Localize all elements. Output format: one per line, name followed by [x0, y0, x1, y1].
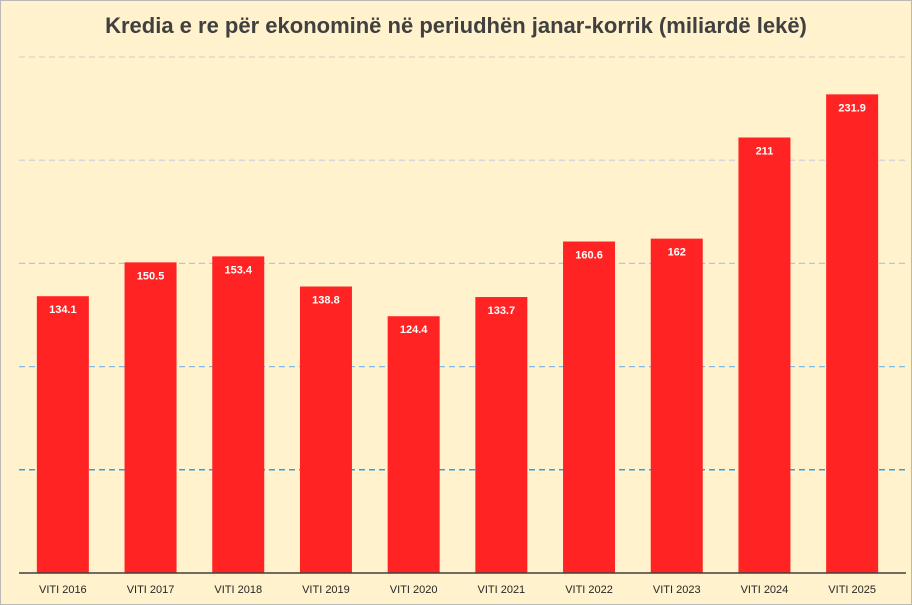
- data-label: 124.4: [400, 324, 428, 336]
- x-tick-label: VITI 2016: [39, 584, 87, 596]
- data-label: 211: [756, 145, 774, 157]
- bar: [36, 296, 89, 573]
- data-label: 160.6: [575, 250, 603, 262]
- chart-title: Kredia e re për ekonominë në periudhën j…: [105, 13, 807, 38]
- x-tick-label: VITI 2018: [214, 584, 262, 596]
- data-label: 162: [668, 247, 686, 259]
- bar: [387, 316, 440, 573]
- x-tick-label: VITI 2022: [565, 584, 613, 596]
- x-tick-label: VITI 2021: [477, 584, 525, 596]
- bar: [563, 241, 616, 573]
- x-tick-label: VITI 2025: [828, 584, 876, 596]
- bar: [299, 286, 352, 573]
- data-label: 153.4: [224, 264, 252, 276]
- bar: [475, 297, 528, 573]
- data-label: 134.1: [49, 304, 77, 316]
- x-tick-label: VITI 2017: [127, 584, 175, 596]
- bar: [738, 137, 791, 573]
- bar: [124, 262, 177, 573]
- data-label: 133.7: [488, 305, 516, 317]
- data-label: 150.5: [137, 270, 165, 282]
- x-tick-label: VITI 2020: [390, 584, 438, 596]
- data-label: 138.8: [312, 295, 340, 307]
- bar: [212, 256, 265, 573]
- bar: [826, 94, 879, 573]
- bar: [650, 238, 703, 573]
- x-tick-label: VITI 2023: [653, 584, 701, 596]
- data-label: 231.9: [838, 102, 866, 114]
- x-tick-label: VITI 2019: [302, 584, 350, 596]
- x-tick-label: VITI 2024: [741, 584, 789, 596]
